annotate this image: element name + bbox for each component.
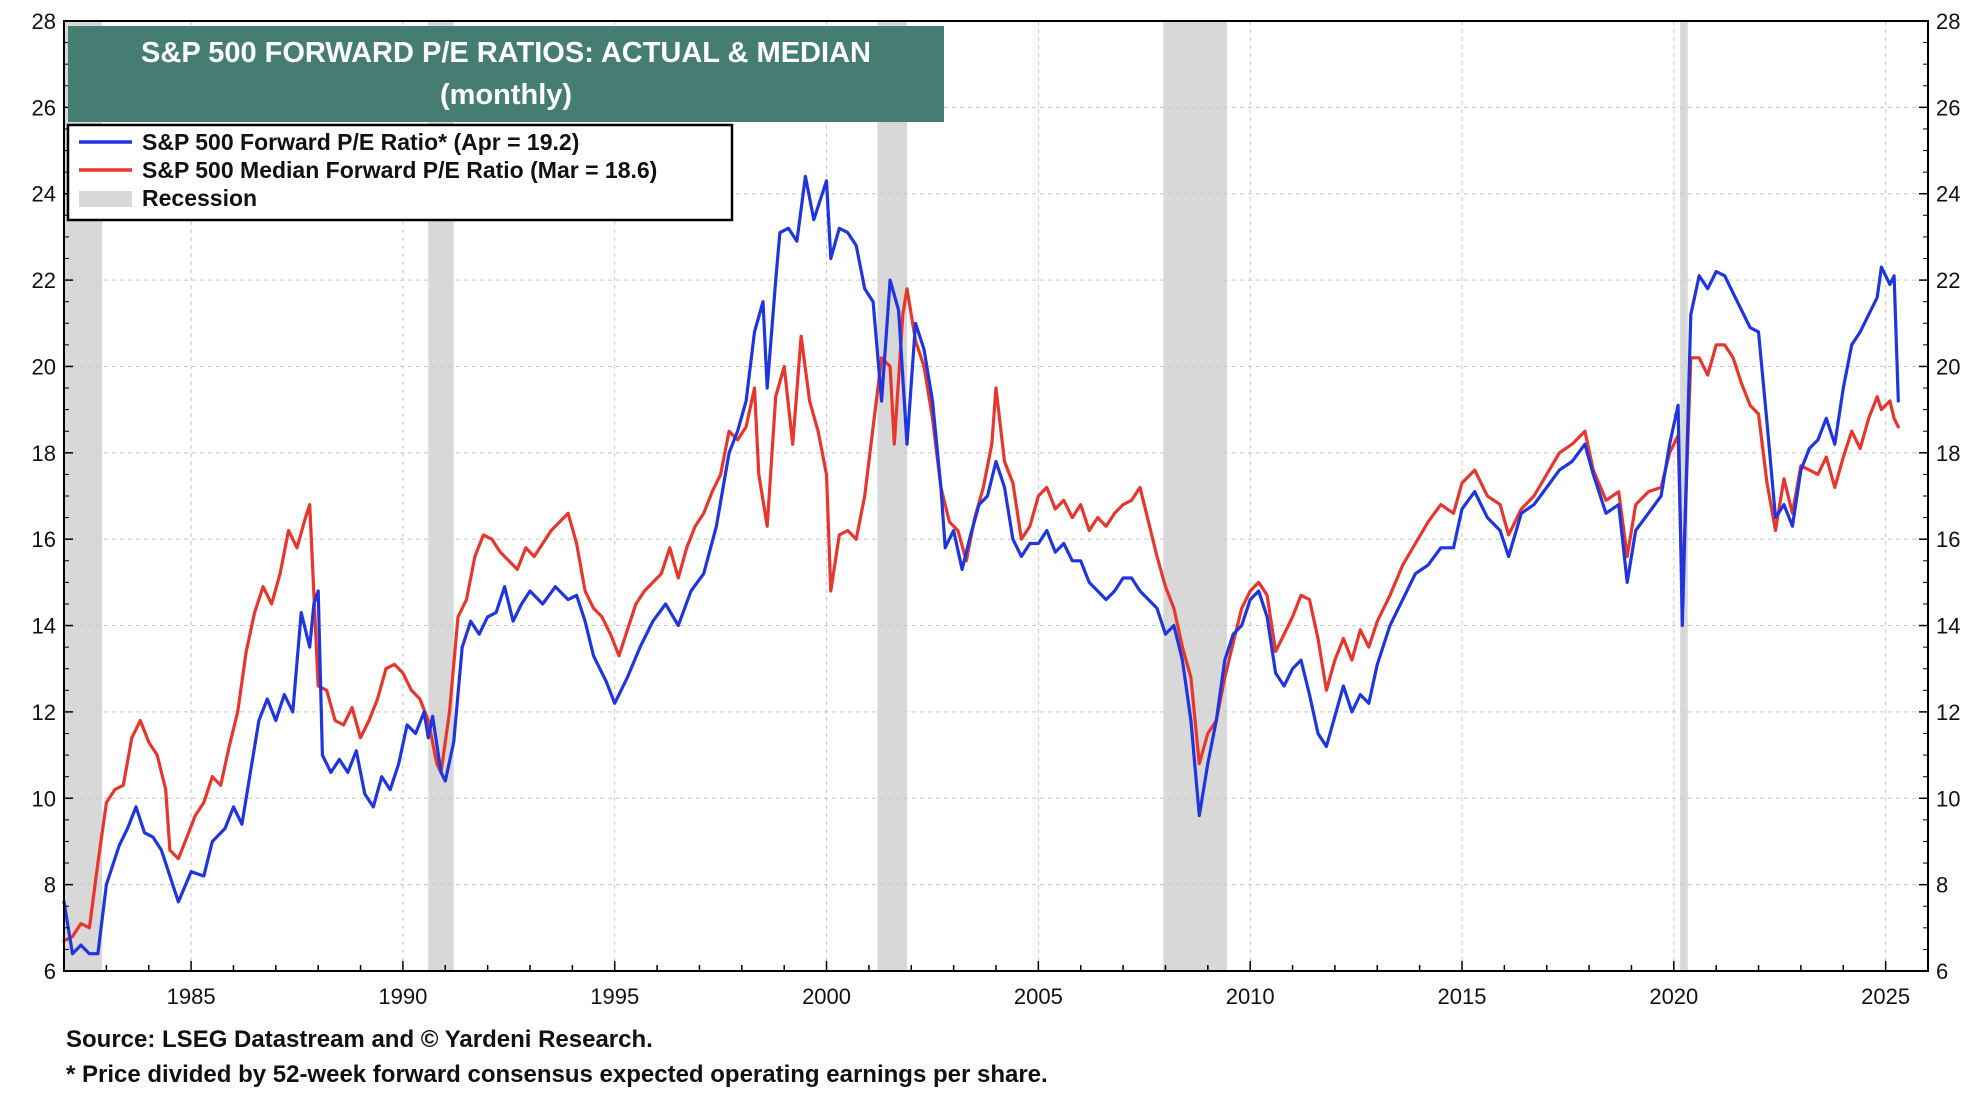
x-axis: 1985 1990 1995 2000 2005 2010 2015 2020 2025 bbox=[63, 961, 1929, 1009]
y-tick-label-left: 22 bbox=[32, 268, 56, 293]
x-tick-label: 1995 bbox=[590, 984, 639, 1009]
y-tick-label-right: 12 bbox=[1936, 700, 1960, 725]
legend: S&P 500 Forward P/E Ratio* (Apr = 19.2) … bbox=[66, 123, 734, 222]
y-tick-label-left: 26 bbox=[32, 95, 56, 120]
y-tick-label-left: 10 bbox=[32, 786, 56, 811]
x-tick-label: 2010 bbox=[1226, 984, 1275, 1009]
y-tick-label-right: 26 bbox=[1936, 95, 1960, 120]
legend-label-forward: S&P 500 Forward P/E Ratio* (Apr = 19.2) bbox=[142, 129, 579, 155]
y-tick-label-left: 28 bbox=[32, 9, 56, 34]
y-tick-label-left: 16 bbox=[32, 527, 56, 552]
y-tick-label-right: 6 bbox=[1936, 959, 1948, 984]
y-tick-label-right: 10 bbox=[1936, 786, 1960, 811]
y-tick-label-right: 28 bbox=[1936, 9, 1960, 34]
y-tick-label-right: 16 bbox=[1936, 527, 1960, 552]
x-tick-label: 2000 bbox=[802, 984, 851, 1009]
chart-subtitle: (monthly) bbox=[440, 79, 572, 111]
x-tick-label: 2015 bbox=[1438, 984, 1487, 1009]
y-tick-label-right: 24 bbox=[1936, 182, 1960, 207]
y-tick-label-left: 14 bbox=[32, 614, 56, 639]
y-tick-label-left: 6 bbox=[44, 959, 56, 984]
x-tick-label: 1985 bbox=[167, 984, 216, 1009]
x-tick-label: 1990 bbox=[378, 984, 427, 1009]
y-tick-label-left: 8 bbox=[44, 873, 56, 898]
legend-label-recession: Recession bbox=[142, 185, 257, 211]
source-note: Source: LSEG Datastream and © Yardeni Re… bbox=[66, 1026, 653, 1053]
y-tick-label-right: 20 bbox=[1936, 354, 1960, 379]
y-tick-label-right: 8 bbox=[1936, 873, 1948, 898]
series-forward-pe-line bbox=[62, 174, 1900, 956]
y-tick-label-left: 18 bbox=[32, 441, 56, 466]
recession-band-4 bbox=[1680, 21, 1688, 971]
x-tick-label: 2020 bbox=[1649, 984, 1698, 1009]
footnote: * Price divided by 52-week forward conse… bbox=[66, 1061, 1048, 1088]
legend-swatch-recession bbox=[79, 191, 132, 207]
recession-band-3 bbox=[1163, 21, 1227, 971]
y-axis-right: 6 8 10 12 14 16 18 20 22 24 26 28 bbox=[1919, 9, 1960, 984]
y-tick-label-left: 24 bbox=[32, 182, 56, 207]
chart-title: S&P 500 FORWARD P/E RATIOS: ACTUAL & MED… bbox=[141, 37, 871, 69]
series-lines bbox=[62, 174, 1900, 956]
y-tick-label-right: 14 bbox=[1936, 614, 1960, 639]
recession-band-2 bbox=[877, 21, 908, 971]
legend-label-median: S&P 500 Median Forward P/E Ratio (Mar = … bbox=[142, 157, 657, 183]
y-tick-label-right: 18 bbox=[1936, 441, 1960, 466]
y-axis-left: 6 8 10 12 14 16 18 20 22 24 26 28 bbox=[32, 9, 73, 984]
series-median-pe-line bbox=[62, 287, 1900, 943]
y-tick-label-left: 20 bbox=[32, 354, 56, 379]
x-tick-label: 2005 bbox=[1014, 984, 1063, 1009]
y-tick-label-left: 12 bbox=[32, 700, 56, 725]
x-tick-label: 2025 bbox=[1861, 984, 1910, 1009]
title-box: S&P 500 FORWARD P/E RATIOS: ACTUAL & MED… bbox=[68, 26, 944, 122]
y-tick-label-right: 22 bbox=[1936, 268, 1960, 293]
